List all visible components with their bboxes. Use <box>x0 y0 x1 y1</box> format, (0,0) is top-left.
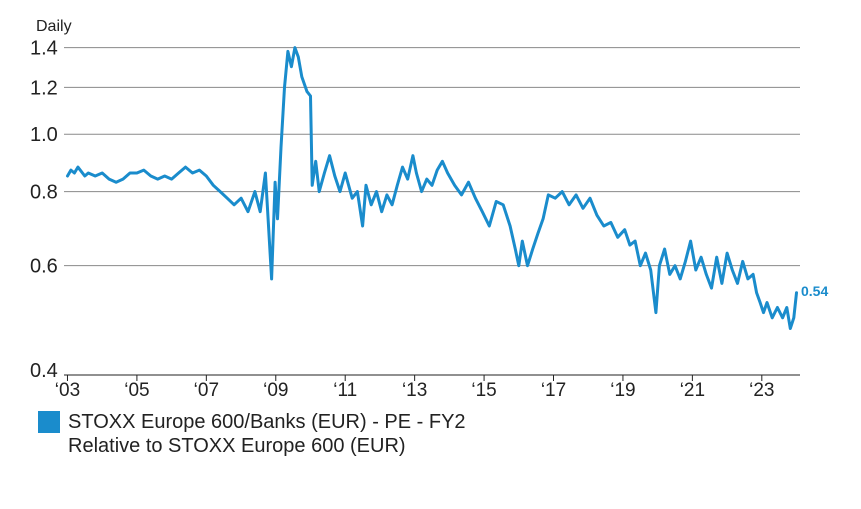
y-tick-label: 0.4 <box>30 360 58 382</box>
y-axis-ticks: 0.4 0.6 0.8 1.0 1.2 1.4 <box>30 38 58 382</box>
chart-plot: Daily 0.4 0.6 0.8 1.0 1.2 1.4 ‘03 ‘05 ‘07 ‘09 ‘11… <box>30 18 828 400</box>
x-tick-label: ‘23 <box>749 380 774 400</box>
x-tick-label: ‘05 <box>124 380 149 400</box>
legend-label: STOXX Europe 600/Banks (EUR) - PE - FY2 … <box>68 410 466 458</box>
legend-swatch <box>38 411 60 433</box>
y-tick-label: 1.4 <box>30 38 58 60</box>
y-tick-label: 0.8 <box>30 182 58 204</box>
legend: STOXX Europe 600/Banks (EUR) - PE - FY2 … <box>38 410 466 458</box>
legend-line-2: Relative to STOXX Europe 600 (EUR) <box>68 435 406 457</box>
gridlines <box>64 47 800 267</box>
x-axis-ticks: ‘03 ‘05 ‘07 ‘09 ‘11 ‘13 ‘15 ‘17 ‘19 ‘21 ‘23 <box>55 375 774 400</box>
legend-line-1: STOXX Europe 600/Banks (EUR) - PE - FY2 <box>68 411 466 433</box>
frequency-label: Daily <box>36 18 72 35</box>
x-tick-label: ‘17 <box>541 380 566 400</box>
last-value-label: 0.54 <box>801 283 828 299</box>
series-line <box>66 46 798 330</box>
y-tick-label: 1.0 <box>30 124 58 146</box>
x-tick-label: ‘19 <box>610 380 635 400</box>
series-layer <box>66 46 798 330</box>
x-tick-label: ‘11 <box>333 380 357 400</box>
x-tick-label: ‘21 <box>680 380 705 400</box>
y-tick-label: 1.2 <box>30 77 58 99</box>
x-tick-label: ‘13 <box>402 380 427 400</box>
y-tick-label: 0.6 <box>30 256 58 278</box>
x-tick-label: ‘09 <box>263 380 288 400</box>
x-tick-label: ‘07 <box>194 380 219 400</box>
x-tick-label: ‘03 <box>55 380 80 400</box>
x-tick-label: ‘15 <box>471 380 496 400</box>
